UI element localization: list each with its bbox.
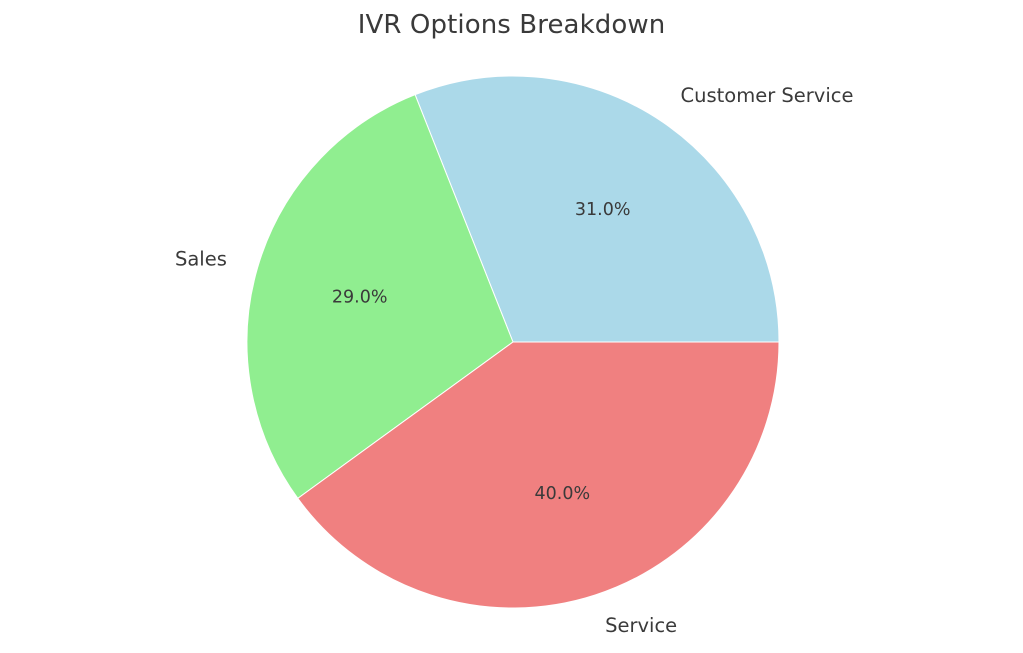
slice-category-label: Service (605, 614, 677, 637)
page-title: IVR Options Breakdown (357, 10, 666, 40)
pie-percentage-labels: 31.0% 29.0% 40.0% (332, 200, 631, 504)
slice-percentage-label: 31.0% (575, 200, 631, 220)
pie-slice[interactable] (297, 341, 780, 609)
slice-category-label: Customer Service (681, 84, 854, 107)
pie-slices (246, 75, 780, 609)
pie-slice[interactable] (414, 75, 780, 343)
slice-category-label: Sales (175, 247, 227, 270)
slice-percentage-label: 40.0% (535, 484, 591, 504)
slice-percentage-label: 29.0% (332, 288, 388, 308)
pie-category-labels: Customer Service Sales Service (175, 84, 854, 637)
pie-slice[interactable] (246, 94, 514, 500)
